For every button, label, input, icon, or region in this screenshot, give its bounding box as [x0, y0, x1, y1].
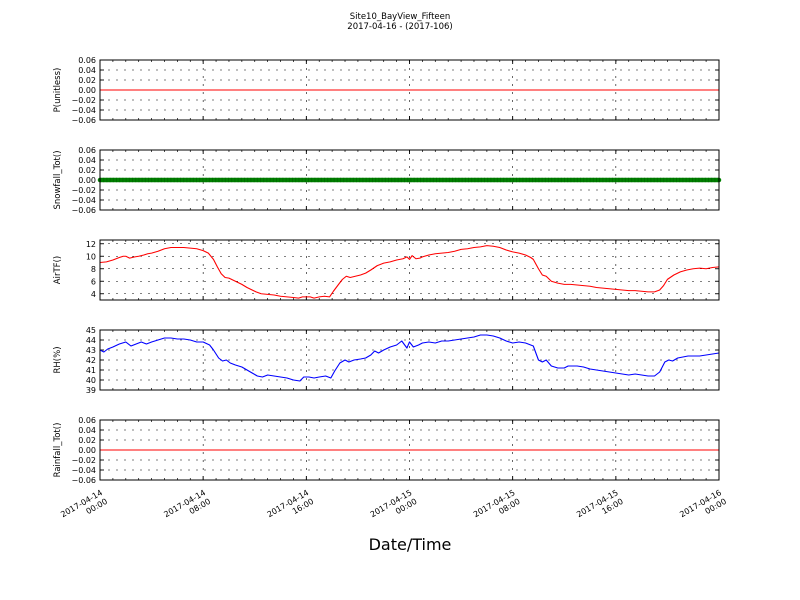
plot-frame [99, 329, 720, 391]
y-axis-label: Snowfall_Tot() [53, 150, 63, 209]
plot-frame [99, 239, 720, 301]
y-axis-label: AirTF() [53, 256, 63, 284]
y-axis-label: RH(%) [53, 346, 63, 373]
y-tick-label: −0.06 [71, 116, 96, 125]
x-axis-label: Date/Time [369, 535, 452, 554]
y-tick-label: −0.02 [71, 96, 96, 105]
y-tick-label: 6 [91, 277, 96, 286]
y-tick-label: 12 [86, 240, 96, 249]
y-tick-label: 40 [86, 376, 96, 385]
y-tick-label: 8 [91, 265, 96, 274]
panels: −0.06−0.04−0.020.000.020.040.06P(unitles… [53, 56, 722, 485]
plot-frame [99, 419, 720, 481]
y-tick-label: 0.02 [78, 76, 96, 85]
panel-3: 4 6 8 10 12 AirTF() [53, 239, 720, 301]
y-tick-label: 43 [86, 346, 96, 355]
y-axis-label: Rainfall_Tot() [53, 423, 63, 478]
y-tick-label: 0.04 [78, 66, 96, 75]
y-tick-label: −0.04 [71, 196, 96, 205]
y-tick-label: 0.04 [78, 156, 96, 165]
y-tick-label: −0.02 [71, 186, 96, 195]
y-tick-label: 39 [86, 386, 96, 395]
y-tick-label: 0.04 [78, 426, 96, 435]
series-line [99, 334, 720, 382]
plot-frame [99, 59, 720, 121]
y-axis-label: P(unitless) [53, 68, 63, 113]
y-tick-label: 4 [91, 290, 96, 299]
y-tick-label: 0.06 [78, 416, 96, 425]
y-tick-label: 0.00 [78, 176, 96, 185]
y-tick-label: 0.00 [78, 446, 96, 455]
y-tick-label: −0.06 [71, 206, 96, 215]
y-tick-label: 45 [86, 326, 96, 335]
series-line [99, 245, 720, 299]
figure-title-line1: Site10_BayView_Fifteen [350, 12, 451, 22]
panel-5: −0.06−0.04−0.020.000.020.040.06 Rainfall_… [53, 416, 720, 485]
y-tick-label: 0.00 [78, 86, 96, 95]
y-tick-label: 42 [86, 356, 96, 365]
y-tick-label: 0.02 [78, 166, 96, 175]
y-tick-label: 10 [86, 252, 96, 261]
y-tick-label: −0.04 [71, 466, 96, 475]
y-tick-label: 0.06 [78, 146, 96, 155]
y-tick-label: 0.02 [78, 436, 96, 445]
y-tick-label: −0.06 [71, 476, 96, 485]
plot-frame [99, 149, 720, 211]
panel-1: −0.06−0.04−0.020.000.020.040.06 P(unitles… [53, 56, 720, 125]
panel-2: −0.06−0.04−0.020.000.020.040.06 Snowfall_… [53, 146, 722, 215]
figure-title-line2: 2017-04-16 - (2017-106) [347, 22, 452, 32]
y-tick-label: 0.06 [78, 56, 96, 65]
y-tick-label: 41 [86, 366, 96, 375]
y-tick-label: −0.02 [71, 456, 96, 465]
y-tick-label: 44 [86, 336, 96, 345]
y-tick-label: −0.04 [71, 106, 96, 115]
